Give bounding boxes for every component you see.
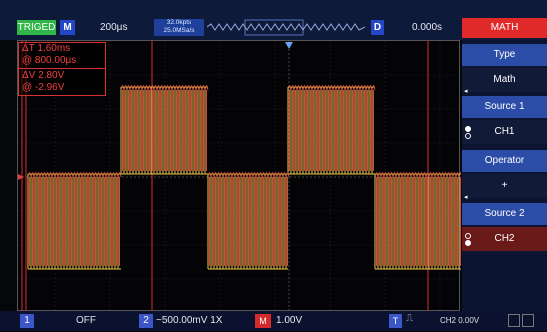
channel-status-bar: 1 OFF 2 ~500.00mV 1X M 1.00V T ⎍ CH2 0.0… [0, 311, 547, 331]
ch2-burst-segment [207, 174, 287, 269]
menu-type-value-text: Math [493, 74, 516, 85]
radio-unselected-icon [465, 233, 471, 239]
math-spike [29, 171, 122, 178]
menu-source2-value[interactable]: CH2 [462, 227, 547, 251]
ch2-burst-segment [27, 174, 119, 269]
trigger-status-badge: TRIGED [17, 20, 56, 35]
ch1-state: OFF [76, 315, 96, 326]
ch2-badge[interactable]: 2 [139, 314, 153, 328]
delta-time-readout: ΔT 1.60ms [22, 43, 71, 54]
acquisition-info: 32.0kpts 25.0MSa/s [154, 19, 204, 36]
menu-type-value[interactable]: ◂ Math [462, 68, 547, 95]
math-level-marker [18, 174, 24, 180]
volt-readout: @ -2.96V [22, 82, 65, 93]
math-menu: Type ◂ Math Source 1 CH1 Operator ◂ + So… [462, 40, 547, 311]
waveform-svg [18, 41, 461, 312]
menu-type-header: Type [462, 44, 547, 66]
cursor-measurement-box: ΔT 1.60ms @ 800.00μs ΔV 2.80V @ -2.96V [18, 42, 106, 96]
math-burst-segment [122, 90, 207, 171]
math-scale: 1.00V [276, 315, 303, 326]
ch2-envelope [208, 173, 288, 270]
option-indicator-icon: ◂ [464, 88, 468, 95]
status-icons [508, 314, 544, 328]
menu-source1-value[interactable]: CH1 [462, 120, 547, 144]
radio-unselected-icon [465, 133, 471, 139]
timebase-readout: 200μs [100, 22, 128, 33]
main-timebase-badge: M [60, 20, 75, 35]
math-burst-segment [29, 177, 120, 266]
math-waveform [29, 84, 461, 266]
menu-title: MATH [462, 18, 547, 38]
ch2-waveform [27, 86, 461, 270]
memory-overview-strip [207, 19, 365, 36]
math-spike [122, 84, 209, 91]
status-bar: TRIGED M 200μs 32.0kpts 25.0MSa/s D 0.00… [0, 0, 547, 40]
ch1-badge[interactable]: 1 [20, 314, 34, 328]
ch2-burst-segment [287, 87, 373, 174]
ch2-scale: ~500.00mV 1X [156, 315, 223, 326]
menu-source1-header: Source 1 [462, 96, 547, 118]
menu-operator-value[interactable]: ◂ + [462, 174, 547, 201]
menu-operator-header: Operator [462, 150, 547, 172]
memory-depth: 32.0kpts [166, 19, 192, 26]
menu-operator-value-text: + [501, 180, 508, 191]
menu-source2-header: Source 2 [462, 203, 547, 225]
math-burst-segment [209, 177, 288, 266]
menu-source1-value-text: CH1 [494, 126, 515, 137]
lock-icon [522, 314, 534, 327]
trigger-level: CH2 0.00V [440, 316, 480, 325]
trigger-position-marker [285, 42, 293, 49]
time-offset-readout: 0.000s [412, 22, 443, 33]
trigger-badge[interactable]: T [389, 314, 402, 328]
usb-icon [508, 314, 520, 327]
measure-divider [19, 68, 105, 69]
radio-selected-icon [465, 126, 471, 132]
option-indicator-icon: ◂ [464, 194, 468, 201]
math-badge[interactable]: M [255, 314, 271, 328]
sample-rate: 25.0MSa/s [163, 27, 195, 34]
frequency-readout: @ 800.00μs [22, 55, 77, 66]
delay-badge: D [371, 20, 384, 35]
math-spike [376, 171, 461, 178]
math-spike [209, 171, 290, 178]
trigger-slope-icon: ⎍ [406, 313, 413, 324]
math-burst-segment [289, 90, 374, 171]
ch2-burst-segment [120, 87, 206, 174]
ch2-burst-segment [374, 174, 460, 269]
delta-volt-readout: ΔV 2.80V [22, 70, 65, 81]
math-burst-segment [376, 177, 461, 266]
math-spike [289, 84, 376, 91]
menu-source2-value-text: CH2 [494, 233, 515, 244]
radio-selected-icon [465, 240, 471, 246]
